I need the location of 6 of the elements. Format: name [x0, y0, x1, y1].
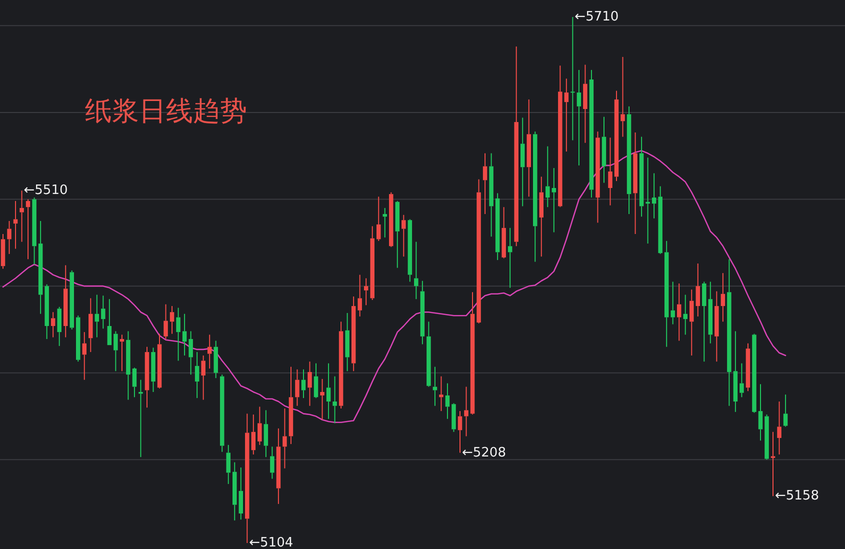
title: 纸浆日线趋势: [85, 96, 247, 127]
annotation: ←5158: [775, 488, 819, 504]
annotation: ←5104: [249, 536, 294, 549]
annotation: ←5510: [24, 183, 68, 198]
annotation: ←5710: [574, 10, 619, 25]
annotation: ←5208: [462, 445, 506, 460]
